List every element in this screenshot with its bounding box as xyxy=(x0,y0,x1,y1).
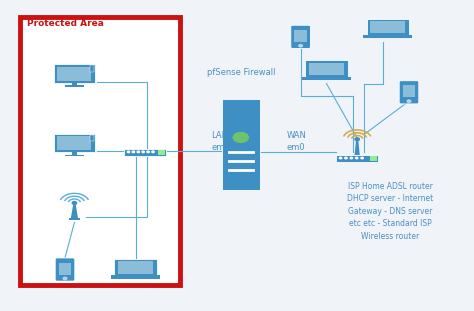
Text: ISP Home ADSL router
DHCP server - Internet
Gateway - DNS server
etc etc - Stand: ISP Home ADSL router DHCP server - Inter… xyxy=(347,182,433,241)
Text: em0: em0 xyxy=(286,143,305,152)
Bar xyxy=(403,86,415,97)
Circle shape xyxy=(361,157,363,159)
Bar xyxy=(69,218,80,220)
Bar xyxy=(59,263,71,275)
Bar xyxy=(370,21,405,33)
Bar xyxy=(364,35,412,38)
Bar xyxy=(72,82,77,86)
Circle shape xyxy=(72,202,77,204)
Circle shape xyxy=(132,151,135,153)
Bar xyxy=(57,136,91,150)
Circle shape xyxy=(128,151,130,153)
Bar xyxy=(20,17,181,285)
Circle shape xyxy=(355,138,359,141)
Circle shape xyxy=(350,157,353,159)
Bar xyxy=(124,149,166,156)
Bar xyxy=(72,152,77,156)
Circle shape xyxy=(339,157,342,159)
Text: pfSense Firewall: pfSense Firewall xyxy=(207,68,275,77)
Bar xyxy=(64,155,84,156)
Bar xyxy=(370,156,377,161)
Bar xyxy=(118,262,153,274)
Text: WAN: WAN xyxy=(286,131,306,140)
FancyBboxPatch shape xyxy=(291,25,310,49)
Bar xyxy=(57,67,91,81)
Circle shape xyxy=(356,157,358,159)
Bar xyxy=(337,155,378,162)
Circle shape xyxy=(137,151,139,153)
Bar xyxy=(309,63,344,75)
Bar xyxy=(294,30,307,42)
Bar xyxy=(305,60,348,77)
Polygon shape xyxy=(355,141,360,155)
Bar xyxy=(64,86,84,87)
Circle shape xyxy=(63,277,67,280)
Bar xyxy=(91,65,93,72)
Bar xyxy=(91,135,93,141)
Bar xyxy=(157,150,164,155)
FancyBboxPatch shape xyxy=(399,81,419,104)
Bar xyxy=(111,276,160,279)
Circle shape xyxy=(233,132,248,142)
Circle shape xyxy=(407,100,411,102)
Bar xyxy=(302,77,351,80)
Bar xyxy=(54,64,95,83)
FancyBboxPatch shape xyxy=(55,258,75,281)
Circle shape xyxy=(142,151,145,153)
Bar xyxy=(222,99,260,190)
Text: Protected Area: Protected Area xyxy=(27,19,104,28)
Text: LAN: LAN xyxy=(211,131,228,140)
Bar xyxy=(115,259,157,276)
Circle shape xyxy=(345,157,347,159)
Bar xyxy=(54,134,95,152)
Circle shape xyxy=(147,151,149,153)
Bar xyxy=(366,19,409,35)
Circle shape xyxy=(152,151,154,153)
Circle shape xyxy=(299,44,302,47)
Polygon shape xyxy=(71,204,78,219)
Text: em1: em1 xyxy=(211,143,230,152)
